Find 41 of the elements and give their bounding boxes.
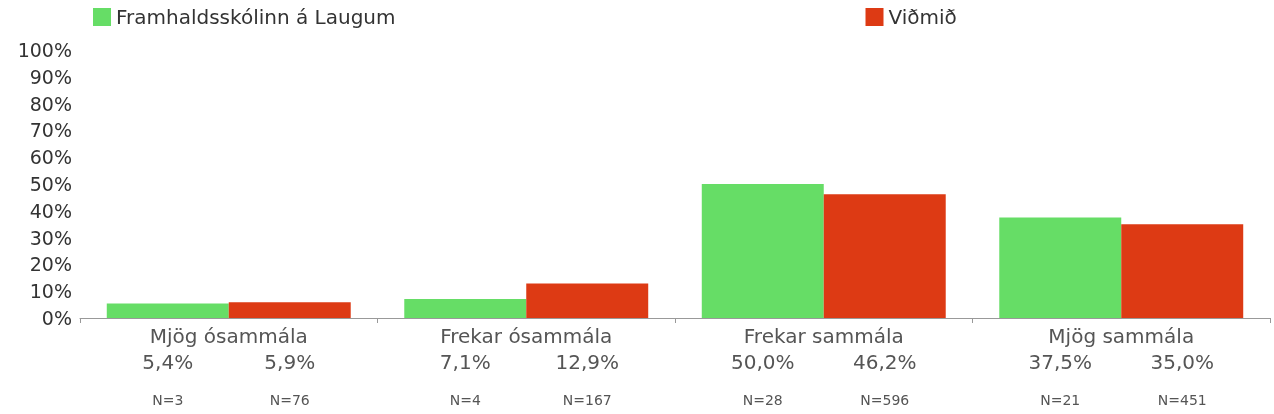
data-label: 7,1%	[439, 350, 491, 374]
y-tick-label: 70%	[29, 119, 72, 142]
x-tick-label: Mjög ósammála	[149, 324, 308, 348]
y-tick-label: 60%	[29, 146, 72, 169]
data-label: 12,9%	[555, 350, 620, 374]
text: N=76	[269, 392, 310, 408]
legend-label: Framhaldsskólinn á Laugum	[116, 5, 396, 29]
data-label: 5,9%	[264, 350, 316, 374]
bar	[701, 184, 824, 318]
bar	[999, 217, 1122, 318]
text: N=167	[562, 392, 612, 408]
y-tick-label: 100%	[17, 39, 72, 61]
text: N=21	[1040, 392, 1081, 408]
data-label: 37,5%	[1028, 350, 1093, 374]
bar	[106, 303, 229, 318]
text: N=28	[742, 392, 783, 408]
y-tick-label: 20%	[29, 253, 72, 276]
y-tick-label: 50%	[29, 173, 72, 195]
legend-label: Viðmið	[888, 5, 957, 29]
y-tick-label: 90%	[29, 65, 72, 88]
bar	[823, 194, 946, 318]
y-tick-label: 80%	[29, 92, 72, 115]
y-tick-label: 40%	[29, 199, 72, 222]
data-label: 46,2%	[852, 350, 917, 374]
text: N=596	[860, 392, 910, 408]
y-tick-label: 0%	[41, 307, 72, 329]
x-tick-label: Mjög sammála	[1048, 324, 1195, 348]
x-tick-label: Frekar ósammála	[440, 324, 613, 348]
x-tick-label: Frekar sammála	[743, 324, 904, 348]
data-label: 50,0%	[730, 350, 795, 374]
data-label: 35,0%	[1150, 350, 1215, 374]
bar	[1121, 224, 1244, 318]
data-label: 5,4%	[142, 350, 194, 374]
y-tick-label: 30%	[29, 226, 72, 249]
y-tick-label: 10%	[29, 280, 72, 303]
bar	[526, 283, 649, 318]
text: N=4	[449, 392, 481, 408]
text: N=451	[1157, 392, 1207, 408]
bar	[404, 298, 527, 318]
text: N=3	[152, 392, 184, 408]
bar	[228, 302, 351, 318]
